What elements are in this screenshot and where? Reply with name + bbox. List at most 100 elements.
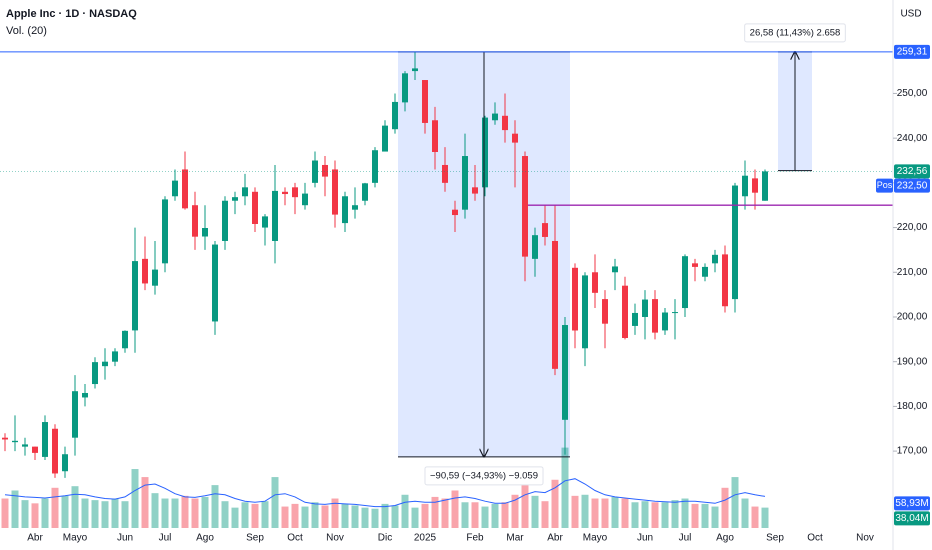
candle-body	[662, 312, 668, 331]
volume-bar	[291, 503, 299, 528]
candle-body	[82, 392, 88, 398]
candle-body	[182, 169, 188, 209]
volume-bar	[441, 498, 449, 528]
volume-bar	[171, 498, 179, 528]
candle-body	[72, 391, 78, 438]
volume-bar	[181, 495, 189, 528]
chart-subtitle: Vol. (20)	[6, 25, 47, 37]
volume-bar	[381, 503, 389, 528]
position-tag: Pos	[877, 180, 893, 190]
candle-body	[512, 133, 518, 143]
volume-bar	[41, 498, 49, 528]
y-tick-label: 190,00	[897, 356, 928, 367]
volume-bar	[61, 495, 69, 528]
candle-body	[732, 185, 738, 300]
volume-bar	[601, 498, 609, 528]
last-price-label-box	[894, 164, 930, 179]
volume-bar	[91, 500, 99, 528]
candle-body	[432, 120, 438, 153]
candle-body	[242, 187, 248, 197]
volume-bar	[631, 502, 639, 528]
measure-label: −90,59 (−34,93%) −9.059	[430, 470, 538, 481]
volume-bar	[501, 502, 509, 528]
candle-body	[192, 205, 198, 237]
volume-bar	[341, 503, 349, 528]
candle-body	[702, 266, 708, 277]
volume-bar	[521, 485, 529, 528]
candle-body	[692, 263, 698, 267]
price-line-label-box	[894, 44, 930, 59]
volume-bar	[531, 495, 539, 528]
x-tick-label: Jun	[117, 533, 133, 544]
volume-bar	[551, 479, 559, 528]
candle-body	[492, 113, 498, 121]
candle-body	[472, 187, 478, 194]
x-tick-label: Abr	[547, 533, 563, 544]
volume-bar	[451, 490, 459, 528]
y-tick-label: 210,00	[897, 267, 928, 278]
volume-bar	[71, 486, 79, 528]
candle-body	[412, 68, 418, 72]
x-tick-label: Ago	[716, 533, 734, 544]
volume-bar	[101, 501, 109, 528]
position-label: 232,50	[897, 180, 928, 191]
volume-bar	[331, 498, 339, 528]
volume-bar	[151, 493, 159, 528]
x-tick-label: Jun	[637, 533, 653, 544]
candle-body	[572, 267, 578, 331]
volume-bar	[21, 500, 29, 528]
measure-label-box	[424, 466, 544, 486]
volume-bar	[761, 507, 769, 528]
volume-bar	[161, 498, 169, 528]
volume-bar	[231, 507, 239, 528]
volume-label-box	[894, 511, 930, 526]
candle-body	[112, 351, 118, 362]
volume-bar	[591, 498, 599, 528]
candle-body	[162, 199, 168, 264]
candle-body	[322, 164, 328, 177]
volume-bar	[281, 506, 289, 528]
volume-bar	[731, 477, 739, 528]
candle-body	[592, 272, 598, 293]
candle-body	[622, 285, 628, 338]
x-tick-label: Jul	[679, 533, 692, 544]
candle-body	[752, 178, 758, 193]
volume-bar	[241, 502, 249, 528]
candle-body	[482, 117, 488, 188]
candle-body	[532, 235, 538, 259]
x-tick-label: 2025	[414, 533, 437, 544]
volume-bar	[691, 503, 699, 528]
candle-body	[52, 428, 58, 474]
candle-body	[542, 223, 548, 237]
candle-body	[612, 266, 618, 273]
candle-body	[462, 156, 468, 210]
candle-body	[372, 150, 378, 183]
volume-bar	[721, 487, 729, 528]
y-tick-label: 250,00	[897, 88, 928, 99]
x-tick-label: Nov	[326, 533, 344, 544]
volume-bar	[481, 506, 489, 528]
volume-bar	[121, 501, 129, 528]
candle-body	[282, 191, 288, 195]
x-tick-label: Nov	[856, 533, 874, 544]
position-label-box	[894, 178, 930, 193]
volume-bar	[751, 506, 759, 528]
candle-body	[32, 446, 38, 453]
volume-bar	[681, 498, 689, 528]
volume-bar	[1, 498, 9, 528]
candle-body	[712, 254, 718, 264]
position-tag-box	[876, 178, 893, 193]
volume-bar	[391, 505, 399, 528]
volume-label: 38,04M	[895, 513, 928, 524]
volume-bar	[431, 496, 439, 528]
volume-layer	[1, 447, 769, 528]
candle-body	[522, 156, 528, 257]
volume-bar	[651, 502, 659, 528]
candle-body	[452, 209, 458, 216]
x-tick-label: Sep	[246, 533, 264, 544]
volume-bar	[571, 495, 579, 528]
candle-body	[102, 361, 108, 367]
volume-bar	[491, 503, 499, 528]
candle-body	[172, 180, 178, 197]
